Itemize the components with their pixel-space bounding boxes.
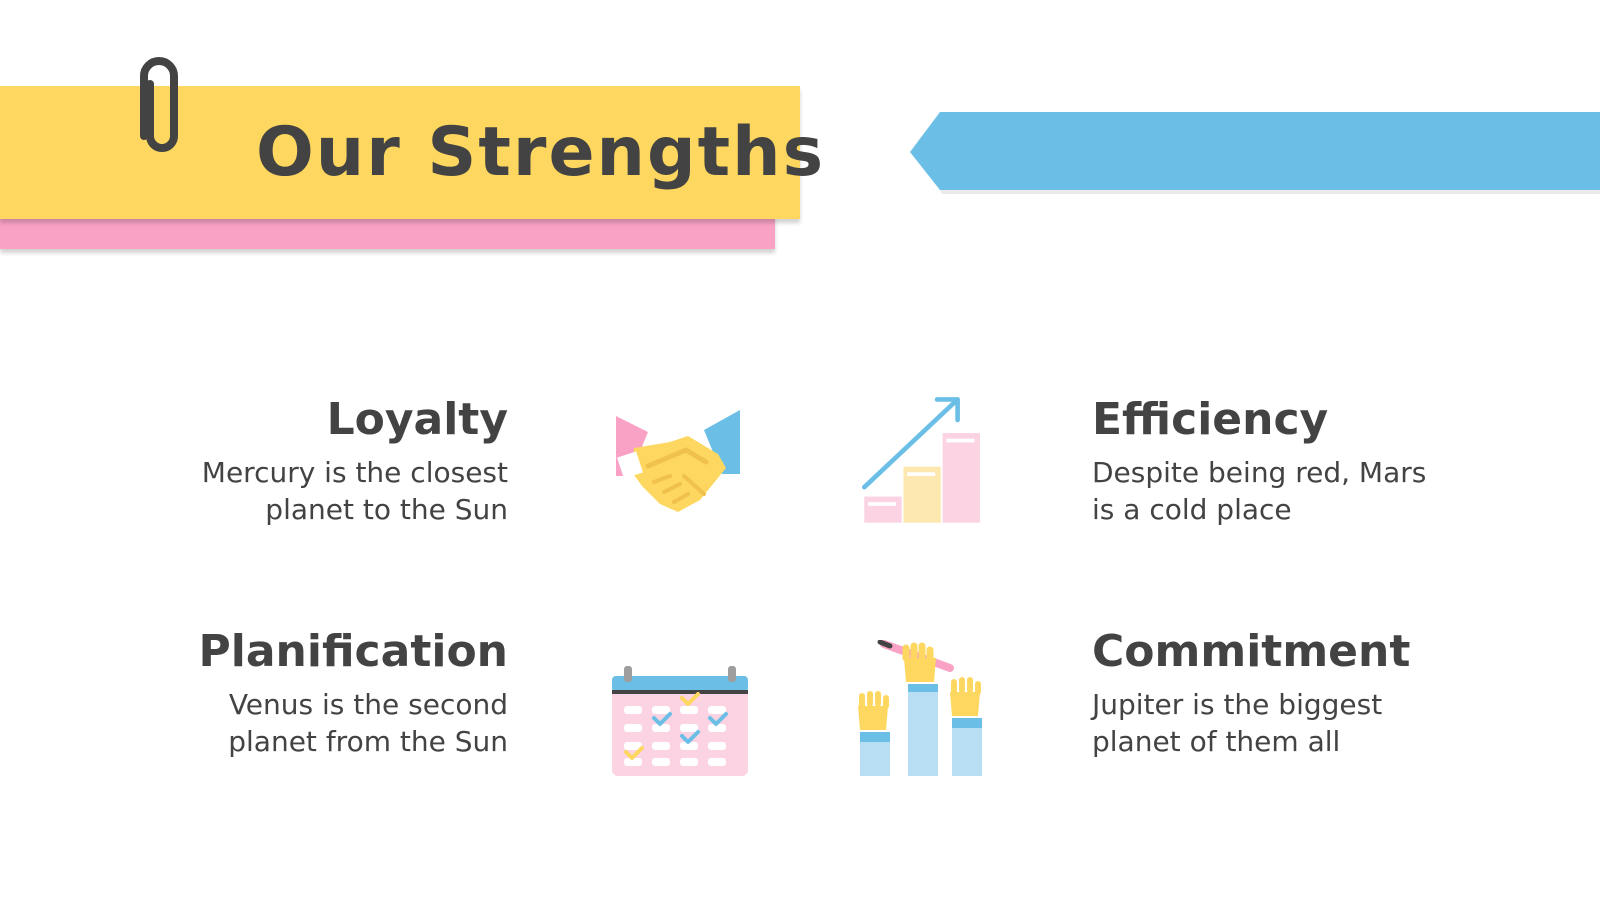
item-title: Planification xyxy=(198,626,508,677)
item-description-line: Jupiter is the biggest xyxy=(1092,688,1383,721)
item-description-line: Mercury is the closest xyxy=(201,456,508,489)
slide-title: Our Strengths xyxy=(256,113,826,192)
item-description-line: Venus is the second xyxy=(228,688,508,721)
calendar-icon xyxy=(612,666,748,776)
blue-ribbon-decoration xyxy=(910,112,1600,194)
paperclip-icon xyxy=(140,57,178,152)
item-description-line: planet to the Sun xyxy=(265,493,508,526)
title-banner xyxy=(0,86,800,219)
item-description-line: planet of them all xyxy=(1092,725,1341,758)
item-title: Efficiency xyxy=(1092,394,1329,445)
item-title: Commitment xyxy=(1092,626,1411,677)
pink-strip-decoration xyxy=(0,215,775,249)
strength-item-efficiency: Efficiency Despite being red, Mars is a … xyxy=(1092,392,1512,528)
item-title: Loyalty xyxy=(326,394,508,445)
item-description-line: is a cold place xyxy=(1092,493,1292,526)
strength-item-planification: Planification Venus is the second planet… xyxy=(88,624,508,760)
strength-item-loyalty: Loyalty Mercury is the closest planet to… xyxy=(88,392,508,528)
item-description-line: Despite being red, Mars xyxy=(1092,456,1427,489)
item-description-line: planet from the Sun xyxy=(228,725,508,758)
handshake-icon xyxy=(616,410,740,512)
raised-hands-icon xyxy=(858,640,982,776)
growth-chart-icon xyxy=(861,397,980,523)
strength-item-commitment: Commitment Jupiter is the biggest planet… xyxy=(1092,624,1512,760)
